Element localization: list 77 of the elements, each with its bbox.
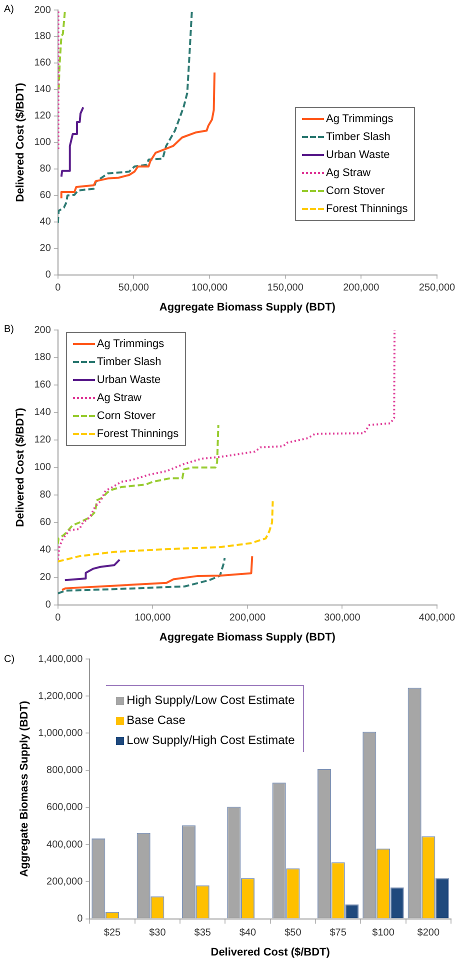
legend-label: High Supply/Low Cost Estimate <box>126 693 295 707</box>
legend-label: Forest Thinnings <box>326 203 408 216</box>
y-tick-label: 0 <box>45 600 52 611</box>
x-tick-label: $25 <box>104 928 122 939</box>
line-series <box>58 500 274 563</box>
y-tick-label: 120 <box>34 110 52 122</box>
y-tick-label: 20 <box>40 243 52 254</box>
y-tick-label: 0 <box>77 914 84 925</box>
x-tick-label: $100 <box>372 928 395 939</box>
y-tick-label: 180 <box>34 352 52 364</box>
y-tick-label: 1,200,000 <box>38 690 84 702</box>
y-tick-label: 400,000 <box>46 839 84 850</box>
x-axis-title: Delivered Cost ($/BDT) <box>210 946 330 958</box>
y-tick-label: 1,400,000 <box>38 654 84 665</box>
line-series <box>58 10 66 90</box>
text: C) <box>4 654 15 665</box>
x-tick-label: 100,000 <box>134 612 172 624</box>
y-tick-label: 160 <box>34 58 52 69</box>
legend-label: Ag Trimmings <box>96 338 164 350</box>
x-tick-label: 200,000 <box>229 612 266 624</box>
y-tick-label: 200,000 <box>46 876 84 888</box>
y-tick-label: 600,000 <box>46 802 84 814</box>
y-tick-label: 140 <box>34 407 52 418</box>
y-tick-label: 40 <box>40 216 52 228</box>
y-tick-label: 80 <box>40 490 52 501</box>
x-tick-label: 250,000 <box>418 282 456 294</box>
x-tick-label: 50,000 <box>118 282 150 294</box>
legend-label: Timber Slash <box>326 131 390 144</box>
y-tick-label: 100 <box>34 462 52 474</box>
x-tick-label: $50 <box>284 928 302 939</box>
x-tick-label: 150,000 <box>267 282 304 294</box>
legend-label: Ag Trimmings <box>326 113 394 126</box>
x-axis-title: Aggregate Biomass Supply (BDT) <box>159 301 336 314</box>
x-tick-label: $40 <box>239 928 257 939</box>
x-axis-title: Aggregate Biomass Supply (BDT) <box>159 631 336 644</box>
y-tick-label: 100 <box>34 137 52 148</box>
x-tick-label: 400,000 <box>418 612 456 624</box>
text: B) <box>4 324 14 335</box>
legend-label: Low Supply/High Cost Estimate <box>126 733 295 747</box>
legend-label: Timber Slash <box>96 356 162 368</box>
y-tick-label: 20 <box>40 572 52 584</box>
x-tick-label: $75 <box>330 928 347 939</box>
y-tick-label: 120 <box>34 434 52 446</box>
y-tick-label: 200 <box>34 324 52 336</box>
y-tick-label: 40 <box>40 544 52 556</box>
x-tick-label: $35 <box>194 928 212 939</box>
y-tick-label: 140 <box>34 84 52 96</box>
x-tick-label: 100,000 <box>191 282 228 294</box>
y-tick-label: 80 <box>40 164 52 175</box>
legend-label: Urban Waste <box>96 374 161 386</box>
line-series <box>58 424 220 545</box>
y-axis-title: Delivered Cost ($/BDT) <box>14 407 27 527</box>
y-tick-label: 180 <box>34 31 52 42</box>
y-tick-label: 60 <box>40 517 52 528</box>
y-axis-title: Delivered Cost ($/BDT) <box>14 82 27 202</box>
y-axis-title: Aggregate Biomass Supply (BDT) <box>18 700 31 877</box>
line-series <box>58 10 193 224</box>
legend-label: Corn Stover <box>96 410 156 422</box>
y-tick-label: 0 <box>45 270 52 281</box>
legend-label: Ag Straw <box>96 392 142 404</box>
legend-label: Forest Thinnings <box>96 428 179 440</box>
line-series <box>58 557 226 594</box>
x-tick-label: 300,000 <box>324 612 361 624</box>
x-tick-label: 200,000 <box>343 282 380 294</box>
x-tick-label: $30 <box>149 928 166 939</box>
y-tick-label: 200 <box>34 4 52 16</box>
legend-label: Ag Straw <box>326 167 371 180</box>
y-tick-label: 1,000,000 <box>38 728 84 739</box>
legend-label: Base Case <box>126 713 186 727</box>
y-tick-label: 160 <box>34 380 52 391</box>
text: A) <box>4 4 14 15</box>
y-tick-label: 800,000 <box>46 765 84 776</box>
legend-label: Corn Stover <box>326 185 385 198</box>
y-tick-label: 60 <box>40 190 52 202</box>
legend-label: Urban Waste <box>326 149 390 162</box>
line-series <box>58 330 396 561</box>
x-tick-label: $200 <box>417 928 440 939</box>
